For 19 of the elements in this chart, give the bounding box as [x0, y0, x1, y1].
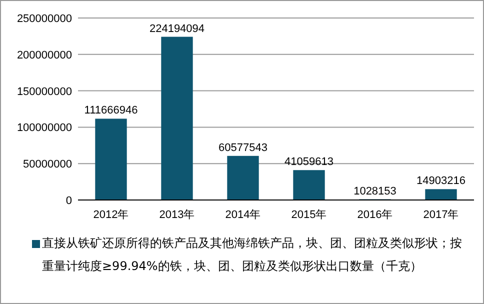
- data-label: 1028153: [354, 185, 396, 198]
- x-tick-label: 2015年: [291, 209, 327, 221]
- x-tick-label: 2013年: [159, 209, 195, 221]
- data-label: 60577543: [218, 142, 268, 154]
- legend-label: 直接从铁矿还原所得的铁产品及其他海绵铁产品，块、团、团粒及类似形状；按重量计纯度≥99.94%的铁，块、团、团粒及类似形状出口数量（千克）: [42, 235, 462, 275]
- y-tick-label: 0: [66, 195, 72, 207]
- data-label: 41059613: [284, 156, 334, 168]
- x-tick-label: 2014年: [225, 209, 261, 221]
- x-tick-label: 2012年: [93, 209, 129, 221]
- x-tick-label: 2017年: [423, 209, 459, 221]
- y-tick-label: 100000000: [16, 122, 72, 134]
- y-tick-label: 200000000: [16, 49, 72, 62]
- y-tick-label: 50000000: [23, 158, 72, 171]
- y-tick-label: 150000000: [16, 86, 72, 98]
- x-tick-label: 2016年: [357, 209, 393, 221]
- data-label: 224194094: [149, 22, 205, 35]
- data-label: 14903216: [416, 175, 466, 188]
- data-label: 111666946: [84, 104, 138, 117]
- y-tick-label: 250000000: [16, 13, 72, 25]
